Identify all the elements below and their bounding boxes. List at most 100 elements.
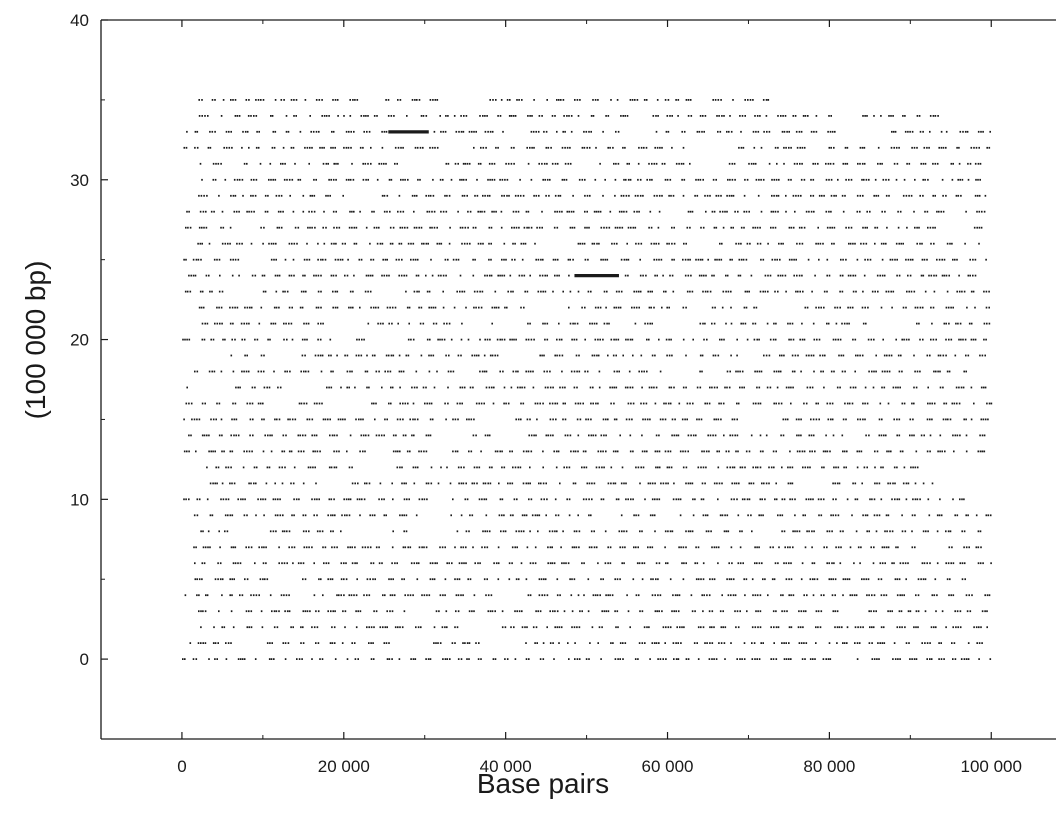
- data-point: [592, 402, 594, 405]
- data-point: [595, 146, 597, 149]
- data-point: [647, 482, 650, 485]
- data-point: [316, 530, 319, 533]
- data-point: [895, 146, 898, 149]
- data-point: [575, 546, 578, 549]
- data-point: [456, 578, 459, 581]
- data-point: [263, 386, 266, 389]
- data-point: [969, 274, 971, 277]
- data-point: [233, 482, 236, 485]
- data-point: [391, 610, 394, 613]
- data-point: [245, 322, 248, 325]
- data-point: [728, 562, 730, 565]
- data-point: [771, 194, 773, 197]
- data-point: [412, 418, 414, 421]
- data-point: [922, 130, 924, 133]
- data-point: [300, 370, 302, 373]
- data-point: [703, 130, 705, 133]
- data-point: [731, 258, 733, 261]
- data-point: [448, 354, 450, 357]
- data-point: [373, 610, 375, 613]
- data-point: [479, 290, 481, 293]
- data-point: [454, 162, 457, 165]
- data-point: [528, 658, 530, 660]
- data-point: [792, 194, 795, 197]
- dots-layer: [182, 99, 993, 660]
- data-point: [503, 386, 506, 389]
- data-point: [536, 402, 539, 405]
- data-point: [527, 450, 530, 453]
- data-point: [356, 498, 359, 501]
- data-point: [963, 546, 965, 549]
- data-point: [574, 322, 576, 325]
- data-point: [576, 418, 579, 421]
- data-point: [976, 226, 978, 229]
- data-point: [562, 402, 565, 405]
- data-point: [288, 594, 290, 597]
- data-point: [444, 402, 446, 405]
- data-point: [822, 498, 825, 501]
- data-point: [958, 402, 961, 405]
- data-point: [616, 610, 619, 613]
- data-point: [270, 450, 273, 453]
- data-point: [515, 370, 517, 373]
- data-point: [791, 322, 794, 325]
- data-point: [640, 402, 642, 405]
- data-point: [785, 562, 788, 565]
- data-point: [760, 210, 763, 213]
- data-point: [242, 194, 244, 197]
- data-point: [400, 178, 402, 181]
- data-point: [290, 626, 292, 629]
- data-point: [413, 482, 416, 485]
- data-point: [846, 578, 849, 581]
- data-point: [976, 642, 978, 644]
- data-point: [385, 162, 387, 165]
- data-point: [556, 258, 559, 261]
- data-point: [485, 146, 487, 149]
- data-point: [245, 610, 248, 613]
- data-point: [796, 146, 799, 149]
- data-point: [411, 194, 414, 197]
- data-point: [306, 610, 309, 613]
- data-point: [866, 402, 869, 405]
- data-point: [406, 450, 409, 453]
- data-point: [616, 226, 619, 229]
- data-point: [372, 258, 375, 261]
- data-point: [948, 546, 951, 549]
- data-point: [464, 162, 467, 165]
- data-point: [383, 514, 386, 517]
- data-point: [812, 594, 815, 597]
- data-point: [533, 146, 535, 149]
- data-point: [523, 386, 526, 389]
- data-point: [221, 482, 224, 485]
- data-point: [233, 418, 236, 421]
- data-point: [391, 594, 394, 597]
- data-point: [613, 306, 616, 309]
- data-point: [842, 594, 844, 597]
- data-point: [982, 418, 985, 421]
- data-point: [733, 466, 736, 469]
- data-point: [383, 210, 386, 213]
- data-point: [553, 226, 556, 229]
- data-point: [322, 418, 325, 421]
- data-point: [987, 514, 990, 517]
- data-point: [387, 115, 390, 117]
- data-point: [905, 194, 908, 197]
- data-point: [206, 434, 208, 437]
- data-point: [336, 306, 339, 309]
- data-point: [665, 338, 668, 341]
- data-point: [231, 274, 234, 277]
- data-point: [975, 626, 978, 629]
- data-point: [792, 226, 795, 229]
- data-point: [814, 450, 816, 453]
- data-point: [630, 498, 632, 501]
- data-point: [509, 450, 511, 453]
- data-point: [913, 386, 915, 389]
- data-point: [501, 194, 503, 197]
- data-point: [586, 482, 589, 485]
- data-point: [933, 626, 935, 629]
- data-point: [517, 466, 519, 469]
- data-point: [237, 258, 240, 261]
- data-point: [401, 626, 404, 629]
- data-point: [689, 99, 692, 101]
- data-point: [439, 546, 441, 549]
